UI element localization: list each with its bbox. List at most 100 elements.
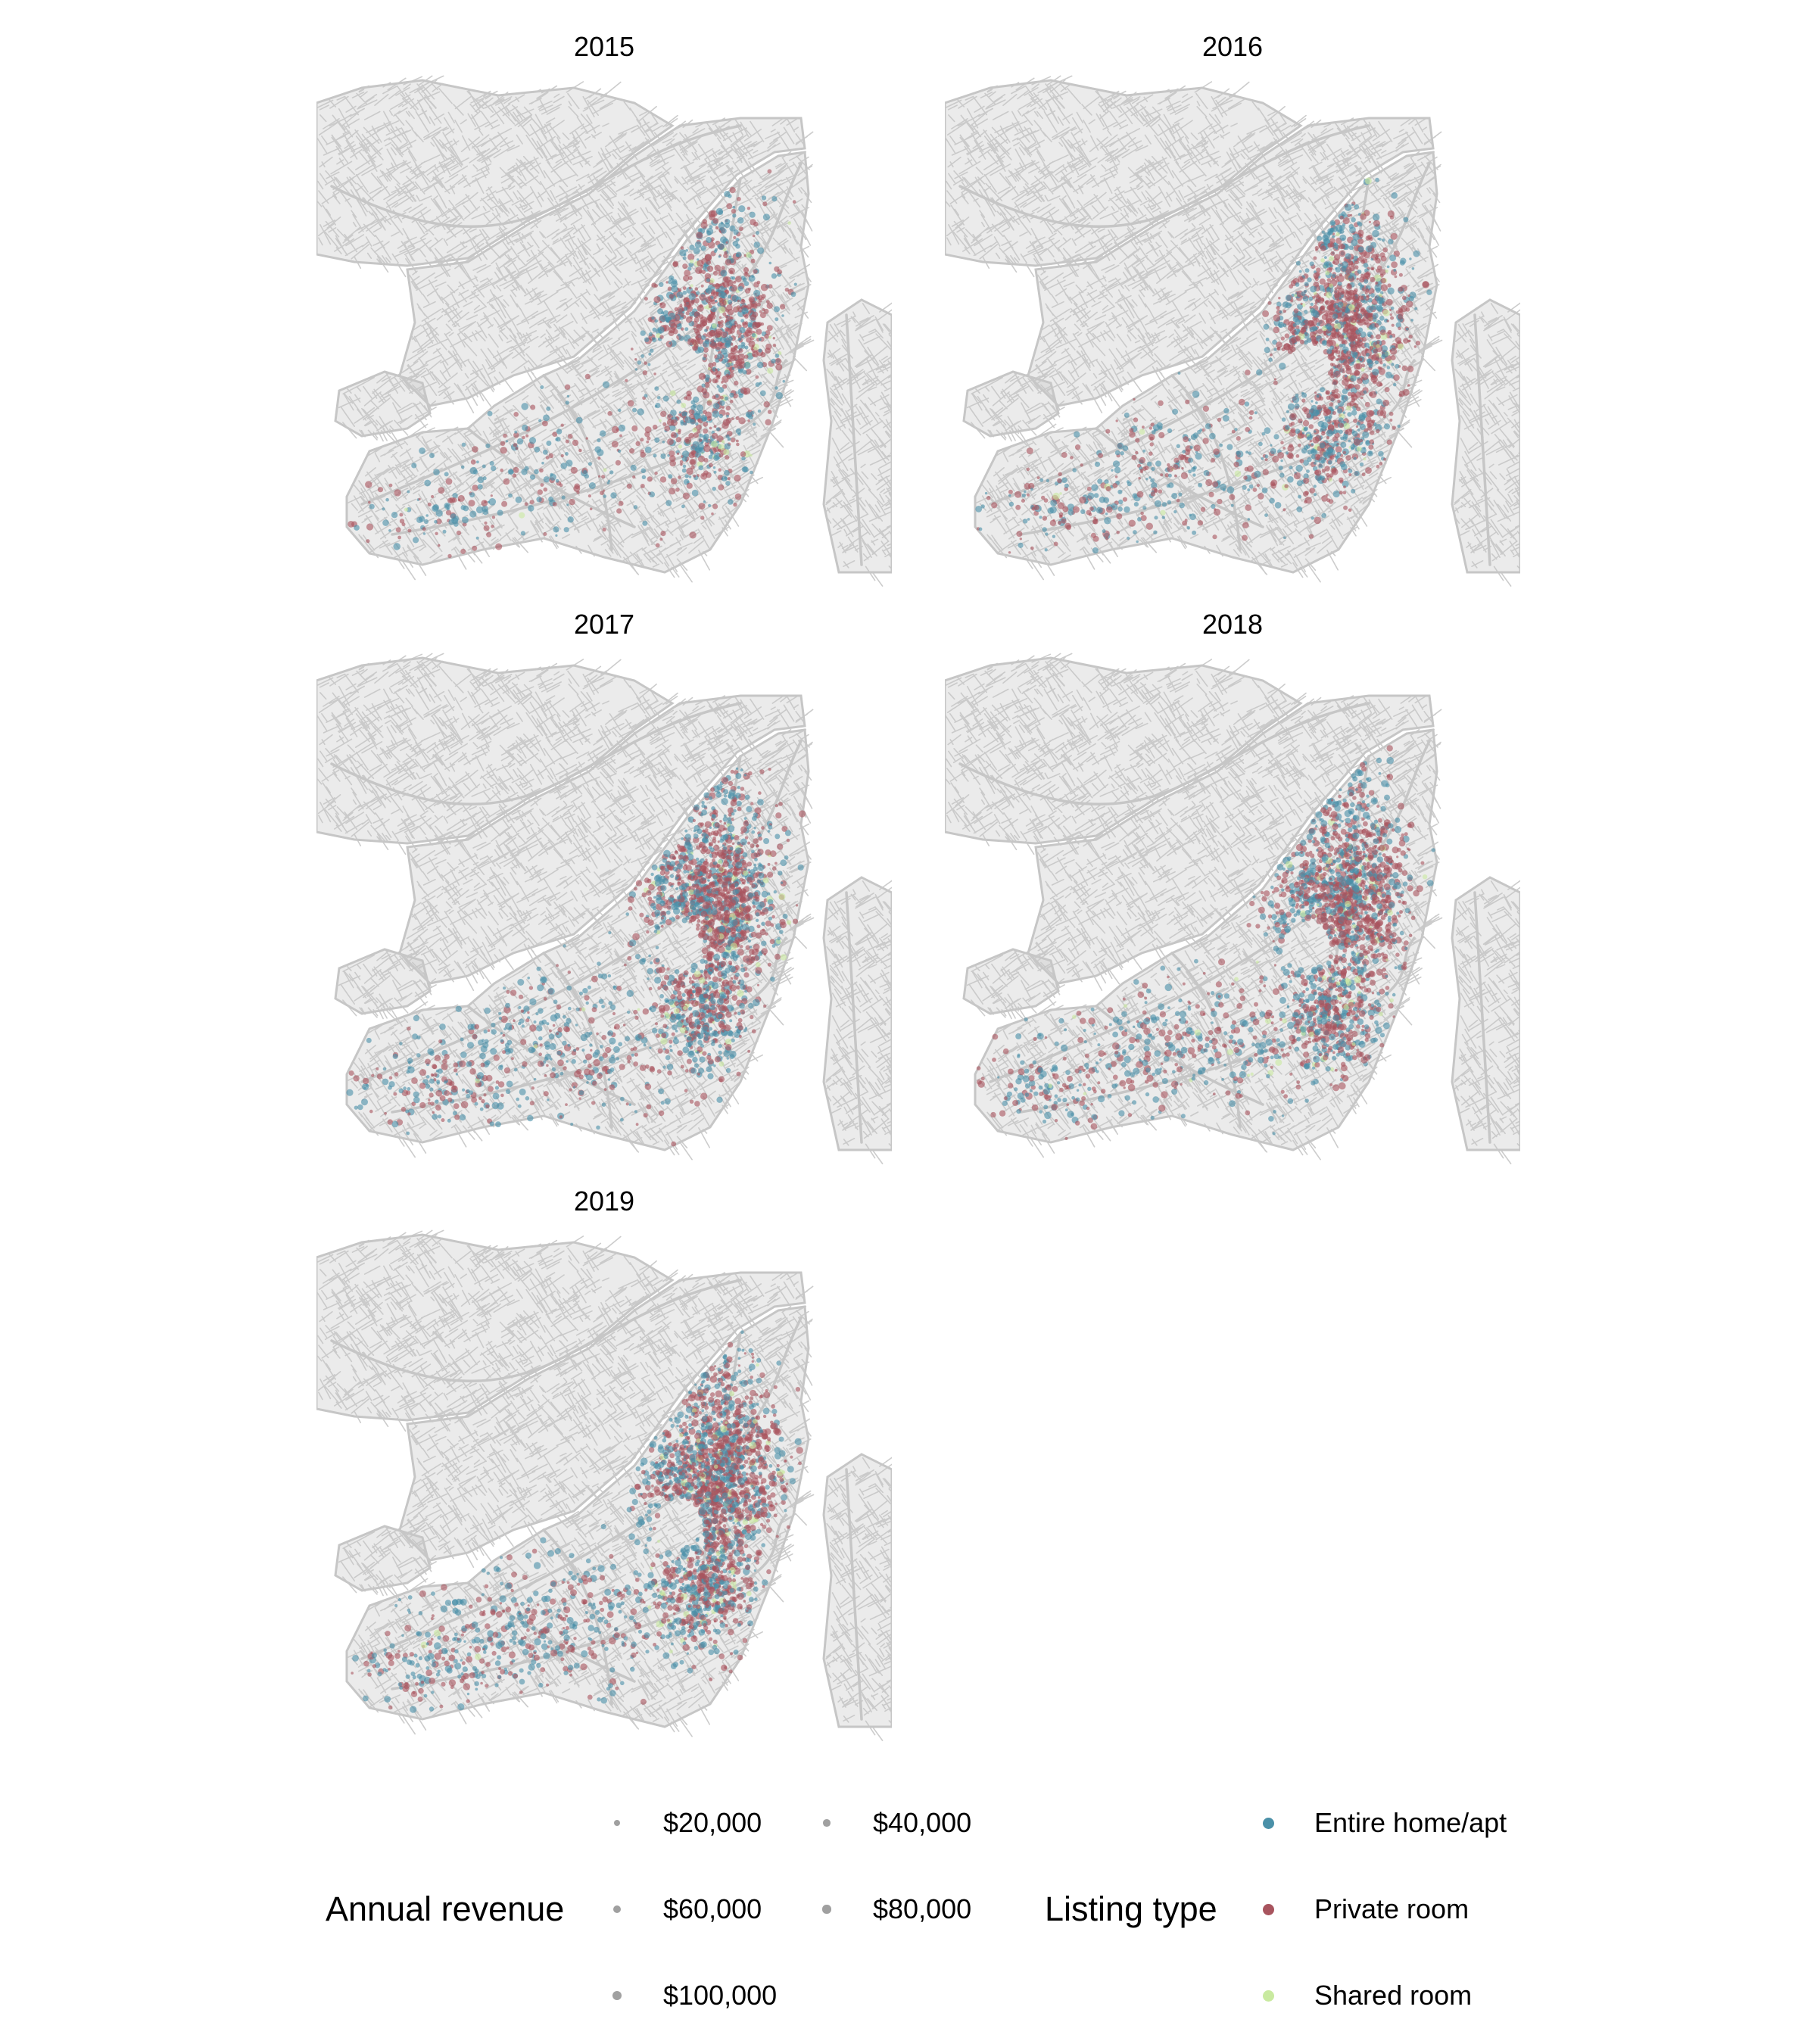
listing-point	[639, 1064, 647, 1071]
listing-point	[687, 816, 694, 823]
listing-point	[399, 1042, 403, 1045]
listing-point	[712, 874, 718, 880]
listing-point	[1310, 285, 1317, 293]
listing-point	[684, 1030, 688, 1034]
listing-point	[722, 1030, 725, 1033]
listing-point	[718, 322, 724, 329]
listing-point	[1317, 404, 1323, 410]
listing-point	[1335, 343, 1339, 347]
listing-point	[1349, 275, 1353, 279]
listing-point	[608, 1001, 613, 1005]
listing-point	[699, 433, 703, 438]
listing-point	[1318, 456, 1326, 464]
listing-point	[657, 986, 662, 990]
listing-point	[761, 826, 765, 830]
listing-point	[1234, 470, 1242, 477]
listing-point	[1176, 444, 1180, 448]
listing-point	[666, 1063, 674, 1070]
listing-point	[490, 1048, 497, 1055]
listing-point	[511, 1057, 514, 1061]
listing-point	[660, 1037, 668, 1045]
listing-point	[753, 955, 759, 961]
listing-point	[1395, 322, 1401, 328]
listing-point	[1335, 319, 1339, 324]
listing-point	[728, 255, 731, 258]
listing-point	[1356, 257, 1360, 261]
listing-point	[650, 872, 654, 877]
listing-point	[710, 999, 716, 1005]
listing-point	[708, 971, 712, 975]
listing-point	[730, 769, 734, 774]
listing-point	[738, 205, 746, 213]
listing-point	[771, 358, 776, 364]
listing-point	[669, 1039, 673, 1044]
listing-point	[503, 1006, 511, 1014]
listing-point	[1313, 461, 1317, 465]
listing-point	[659, 870, 665, 876]
listing-point	[768, 284, 773, 289]
listing-point	[722, 475, 728, 481]
listing-point	[1198, 482, 1203, 488]
listing-point	[1326, 335, 1329, 338]
listing-point	[432, 505, 438, 513]
listing-point	[1343, 360, 1350, 367]
listing-point	[1089, 506, 1094, 511]
listing-point	[1400, 257, 1407, 264]
listing-point	[688, 475, 692, 478]
listing-point	[571, 1082, 578, 1089]
listing-point	[1179, 502, 1185, 509]
listing-point	[727, 477, 731, 481]
listing-point	[698, 503, 706, 510]
listing-point	[1276, 301, 1282, 307]
listing-point	[1042, 527, 1047, 532]
listing-point	[1357, 270, 1362, 274]
listing-point	[565, 1103, 568, 1106]
listing-point	[757, 833, 762, 838]
listing-point	[679, 249, 687, 257]
listing-point	[366, 1037, 372, 1043]
listing-point	[1203, 470, 1210, 476]
listing-point	[724, 896, 731, 903]
listing-point	[737, 299, 740, 303]
listing-point	[703, 830, 706, 833]
listing-point	[709, 963, 713, 967]
listing-point	[744, 354, 749, 360]
listing-point	[1337, 288, 1345, 295]
listing-point	[1287, 476, 1294, 483]
listing-point	[765, 849, 771, 856]
listing-point	[395, 527, 401, 533]
listing-point	[1351, 239, 1358, 247]
listing-point	[700, 925, 707, 933]
listing-point	[1326, 429, 1333, 437]
listing-point	[388, 483, 393, 488]
listing-point	[1262, 469, 1269, 475]
listing-point	[653, 372, 656, 375]
listing-point	[495, 1080, 500, 1084]
listing-point	[1300, 322, 1304, 326]
listing-point	[1142, 506, 1147, 510]
listing-point	[775, 391, 783, 400]
listing-point	[644, 337, 650, 343]
listing-point	[505, 440, 509, 443]
listing-point	[1339, 225, 1345, 231]
listing-point	[771, 944, 776, 948]
listing-point	[1320, 425, 1327, 432]
listing-point	[718, 243, 725, 251]
listing-point	[664, 314, 669, 319]
listing-point	[731, 363, 734, 366]
listing-point	[1140, 515, 1147, 522]
listing-point	[1321, 230, 1325, 234]
listing-point	[693, 247, 700, 254]
listing-point	[689, 531, 697, 539]
listing-point	[661, 916, 664, 920]
listing-point	[1295, 319, 1301, 326]
listing-point	[1352, 290, 1357, 295]
listing-point	[422, 532, 426, 535]
listing-point	[501, 500, 508, 507]
listing-point	[1348, 439, 1351, 443]
listing-point	[1280, 459, 1283, 463]
listing-point	[1094, 461, 1101, 467]
listing-point	[709, 463, 713, 468]
listing-point	[644, 1083, 652, 1090]
listing-point	[658, 1088, 664, 1095]
